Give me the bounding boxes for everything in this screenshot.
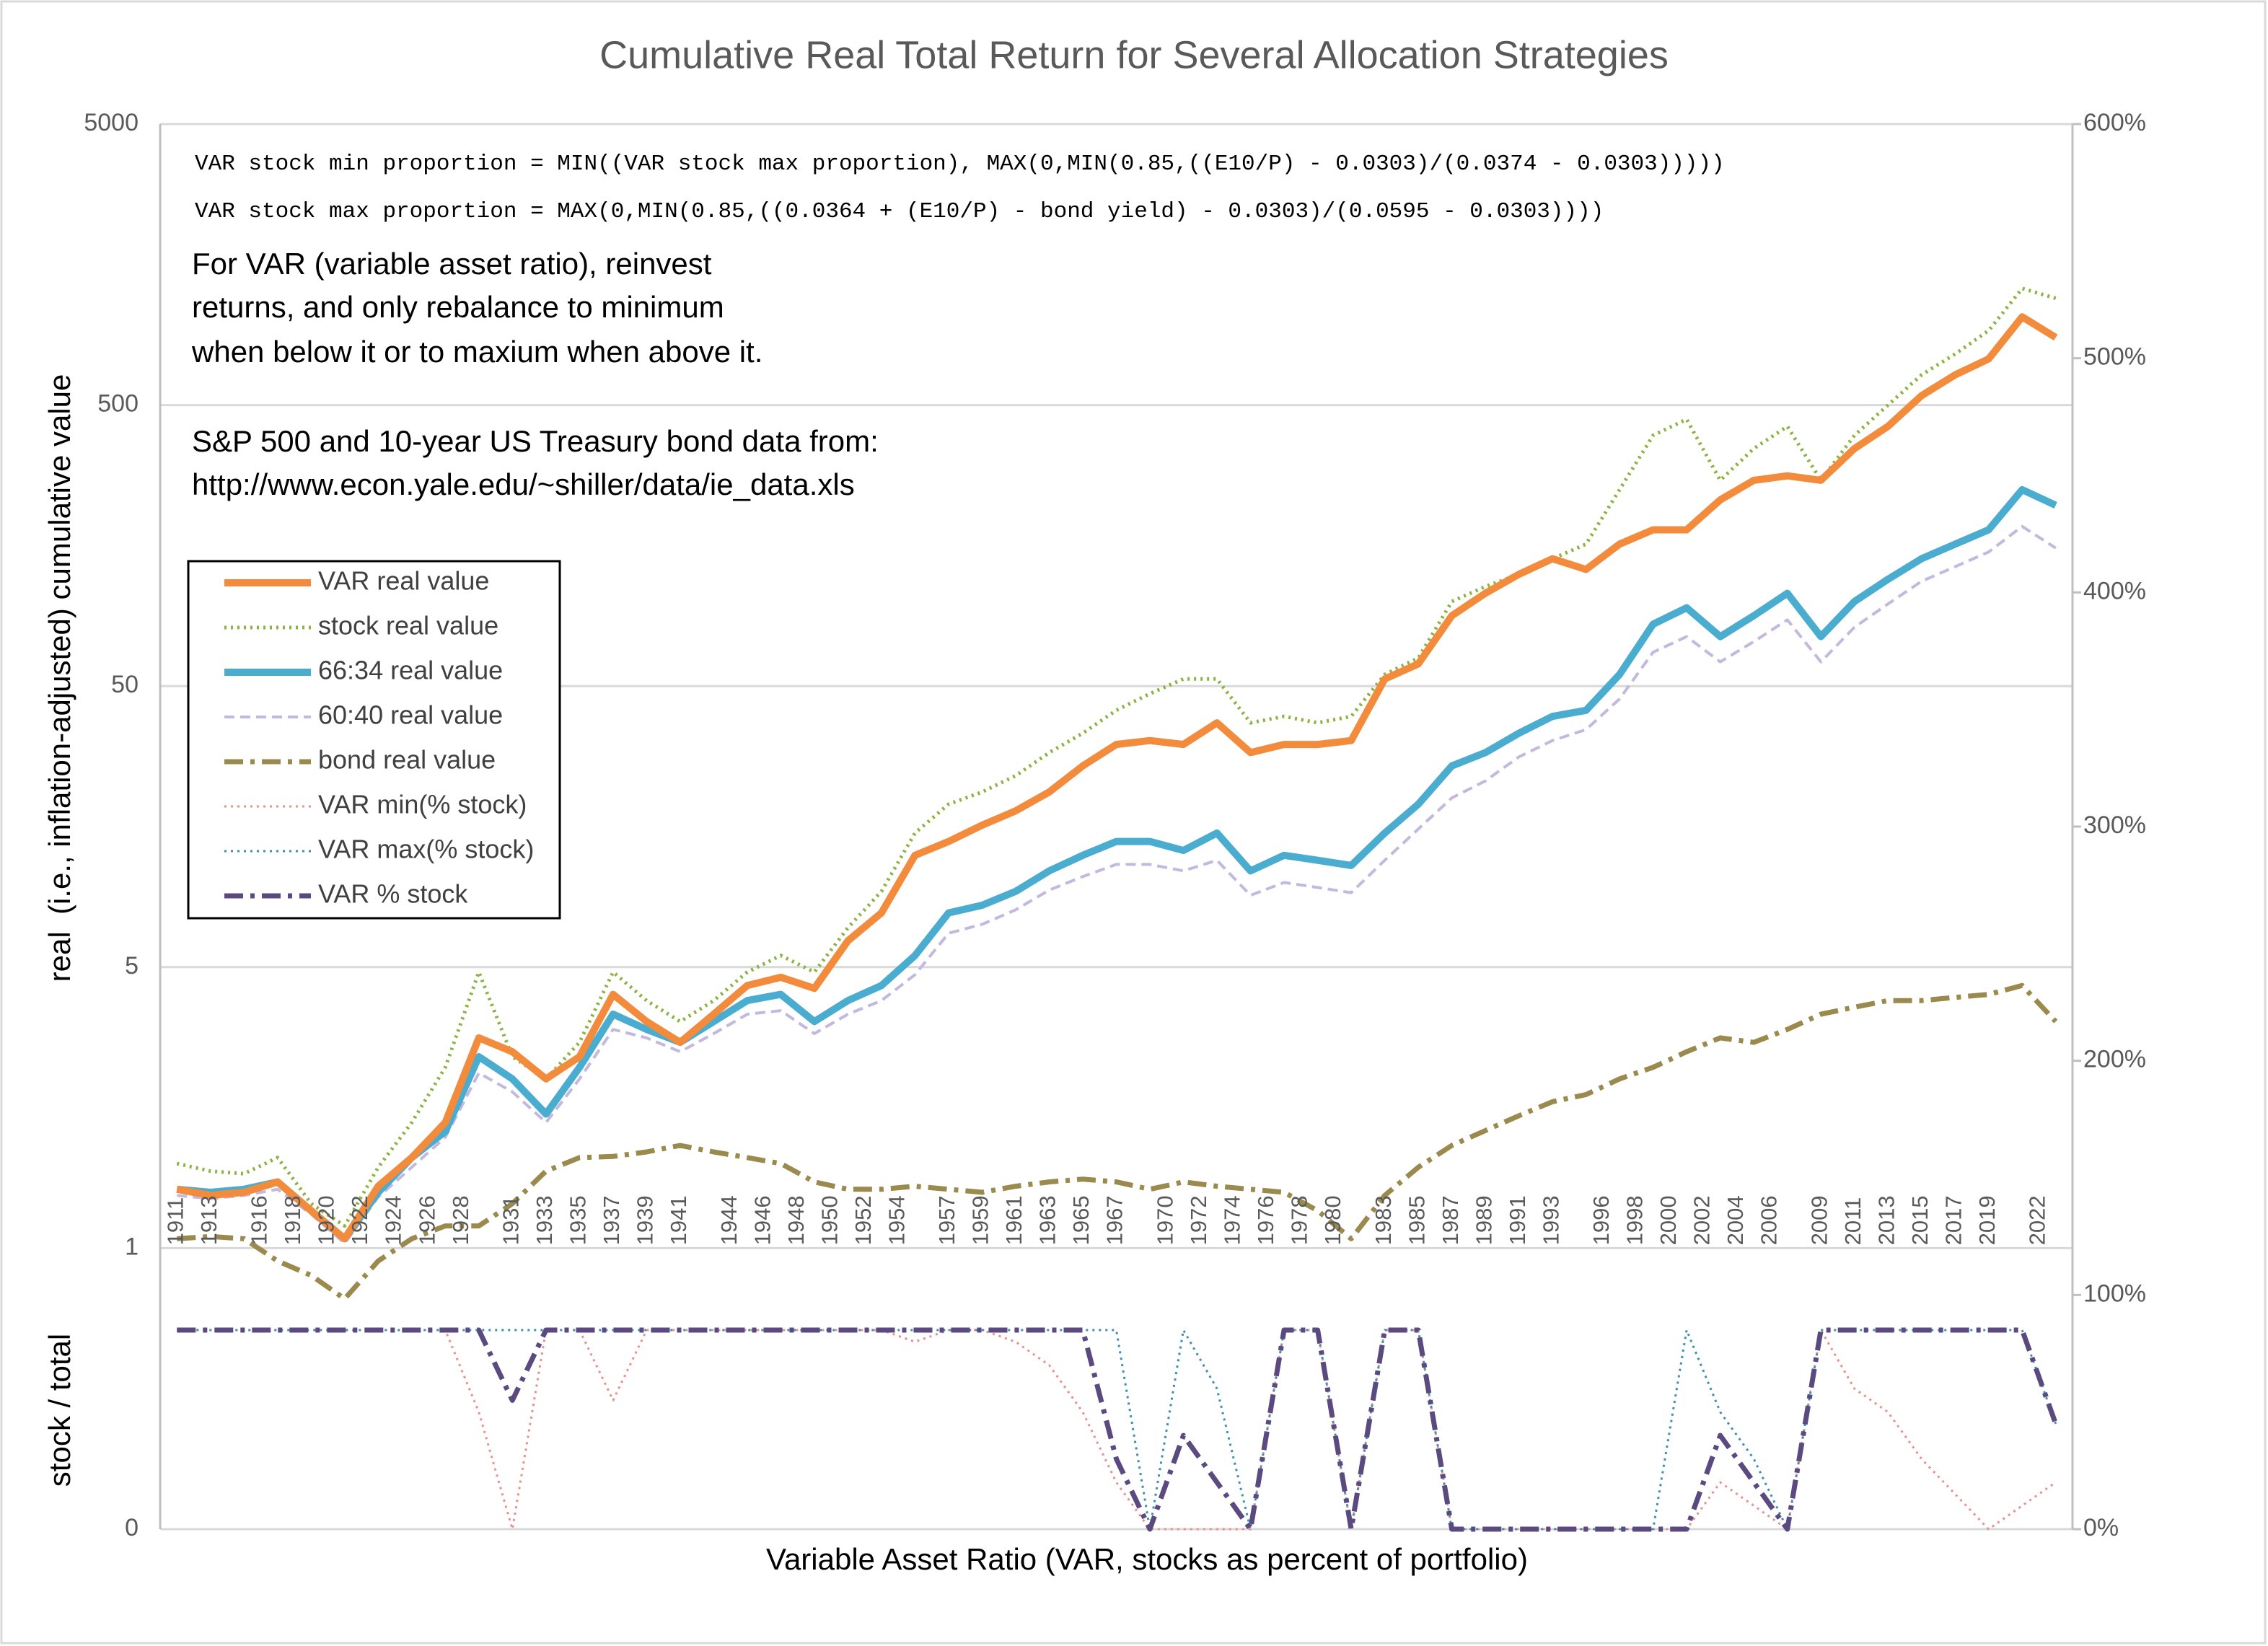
x-tick-label: 1998 bbox=[1622, 1195, 1648, 1245]
x-axis-title: Variable Asset Ratio (VAR, stocks as per… bbox=[766, 1542, 1528, 1576]
x-tick-label: 1991 bbox=[1505, 1195, 1530, 1245]
x-tick-label: 1980 bbox=[1320, 1195, 1345, 1245]
x-tick-label: 1978 bbox=[1286, 1195, 1311, 1245]
x-tick-label: 1993 bbox=[1538, 1195, 1563, 1245]
series-line bbox=[176, 313, 2058, 1243]
formula: VAR stock min proportion = MIN((VAR stoc… bbox=[195, 151, 1725, 177]
x-tick-label: 2019 bbox=[1974, 1195, 2000, 1245]
y-tick-label: 5 bbox=[125, 952, 139, 980]
x-tick-label: 2011 bbox=[1840, 1197, 1865, 1246]
legend-box bbox=[187, 560, 561, 920]
source: http://www.econ.yale.edu/~shiller/data/i… bbox=[192, 467, 855, 501]
legend-label: stock real value bbox=[318, 611, 498, 641]
x-tick-label: 1935 bbox=[566, 1195, 591, 1245]
x-tick-label: 1954 bbox=[884, 1195, 909, 1245]
y-tick-label: 1 bbox=[125, 1233, 139, 1260]
y2-tick-label: 200% bbox=[2083, 1046, 2146, 1073]
chart-title: Cumulative Real Total Return for Several… bbox=[599, 33, 1669, 76]
x-tick-label: 1931 bbox=[498, 1195, 524, 1245]
legend-label: VAR % stock bbox=[318, 879, 468, 909]
x-tick-label: 2013 bbox=[1873, 1195, 1899, 1245]
x-tick-label: 1948 bbox=[783, 1195, 809, 1245]
series-line bbox=[177, 524, 2057, 1245]
x-tick-label: 1963 bbox=[1035, 1195, 1060, 1245]
series-line bbox=[177, 1329, 2057, 1531]
formula: VAR stock max proportion = MAX(0,MIN(0.8… bbox=[195, 199, 1604, 224]
y-tick-label: 0 bbox=[125, 1514, 139, 1541]
series-line bbox=[177, 1327, 2058, 1532]
note: when below it or to maxium when above it… bbox=[191, 335, 762, 369]
x-tick-label: 1913 bbox=[196, 1195, 221, 1245]
grid bbox=[160, 123, 2081, 1531]
x-tick-label: 1972 bbox=[1186, 1195, 1211, 1245]
y-tick-label: 50 bbox=[111, 671, 139, 698]
x-tick-label: 1985 bbox=[1404, 1195, 1429, 1245]
legend-label: 66:34 real value bbox=[318, 656, 503, 685]
y2-tick-label: 100% bbox=[2083, 1280, 2146, 1307]
x-tick-label: 1911 bbox=[162, 1197, 188, 1246]
x-tick-label: 2002 bbox=[1689, 1195, 1715, 1245]
y2-tick-label: 600% bbox=[2083, 109, 2146, 136]
x-tick-label: 1944 bbox=[716, 1195, 742, 1245]
x-tick-label: 1946 bbox=[750, 1195, 775, 1245]
x-tick-label: 1928 bbox=[448, 1195, 473, 1245]
x-tick-label: 1974 bbox=[1219, 1195, 1244, 1245]
y2-tick-label: 300% bbox=[2083, 811, 2146, 839]
source: S&P 500 and 10-year US Treasury bond dat… bbox=[192, 424, 879, 458]
series-line bbox=[177, 982, 2058, 1302]
x-tick-label: 1922 bbox=[347, 1195, 372, 1245]
x-tick-label: 1961 bbox=[1001, 1195, 1027, 1245]
series-line bbox=[176, 485, 2057, 1243]
y-tick-label: 5000 bbox=[84, 109, 139, 136]
y-axis-title-lower: stock / total bbox=[43, 1334, 76, 1487]
x-tick-label: 1933 bbox=[532, 1195, 557, 1245]
legend-label: bond real value bbox=[318, 745, 496, 775]
x-tick-label: 2015 bbox=[1907, 1195, 1933, 1245]
x-tick-label: 1926 bbox=[414, 1195, 439, 1245]
legend: VAR real value stock real value 66:34 real… bbox=[187, 560, 561, 920]
legend-label: VAR min(% stock) bbox=[318, 790, 527, 819]
x-tick-label: 1987 bbox=[1438, 1195, 1463, 1245]
x-tick-label: 1965 bbox=[1068, 1195, 1094, 1245]
plot-area bbox=[176, 286, 2058, 1532]
x-tick-label: 1959 bbox=[968, 1195, 993, 1245]
legend-label: VAR max(% stock) bbox=[318, 835, 534, 864]
x-tick-label: 2022 bbox=[2025, 1195, 2050, 1245]
x-tick-label: 1983 bbox=[1371, 1195, 1396, 1245]
x-tick-label: 2000 bbox=[1656, 1195, 1681, 1245]
y-axis-title: real (i.e., inflation-adjusted) cumulati… bbox=[43, 374, 76, 982]
note: returns, and only rebalance to minimum bbox=[192, 290, 724, 324]
y2-tick-label: 400% bbox=[2083, 577, 2146, 604]
x-tick-label: 2009 bbox=[1806, 1195, 1832, 1245]
x-tick-label: 1989 bbox=[1471, 1195, 1496, 1245]
x-tick-label: 1937 bbox=[599, 1195, 624, 1245]
y2-tick-label: 500% bbox=[2083, 343, 2146, 371]
x-tick-label: 1939 bbox=[633, 1195, 658, 1245]
y2-tick-label: 0% bbox=[2083, 1514, 2119, 1541]
x-tick-label: 1941 bbox=[666, 1195, 691, 1245]
legend-label: VAR real value bbox=[318, 566, 489, 596]
y-tick-label: 500 bbox=[97, 390, 139, 418]
series-line bbox=[177, 1329, 2057, 1531]
x-tick-label: 1916 bbox=[247, 1195, 272, 1245]
x-tick-label: 1967 bbox=[1102, 1195, 1128, 1245]
x-tick-label: 1920 bbox=[314, 1195, 339, 1245]
legend-label: 60:40 real value bbox=[318, 700, 503, 730]
x-tick-label: 1918 bbox=[280, 1195, 305, 1245]
x-tick-label: 1950 bbox=[817, 1195, 842, 1245]
x-tick-label: 1976 bbox=[1253, 1195, 1278, 1245]
x-tick-label: 1924 bbox=[381, 1195, 406, 1245]
x-tick-label: 2017 bbox=[1940, 1195, 1966, 1245]
x-tick-label: 1952 bbox=[850, 1195, 876, 1245]
note: For VAR (variable asset ratio), reinvest bbox=[192, 247, 712, 281]
x-tick-label: 1970 bbox=[1152, 1195, 1177, 1245]
x-tick-label: 2006 bbox=[1757, 1195, 1782, 1245]
x-tick-label: 2004 bbox=[1723, 1195, 1748, 1245]
x-tick-label: 1957 bbox=[934, 1195, 959, 1245]
x-tick-label: 1996 bbox=[1588, 1195, 1614, 1245]
